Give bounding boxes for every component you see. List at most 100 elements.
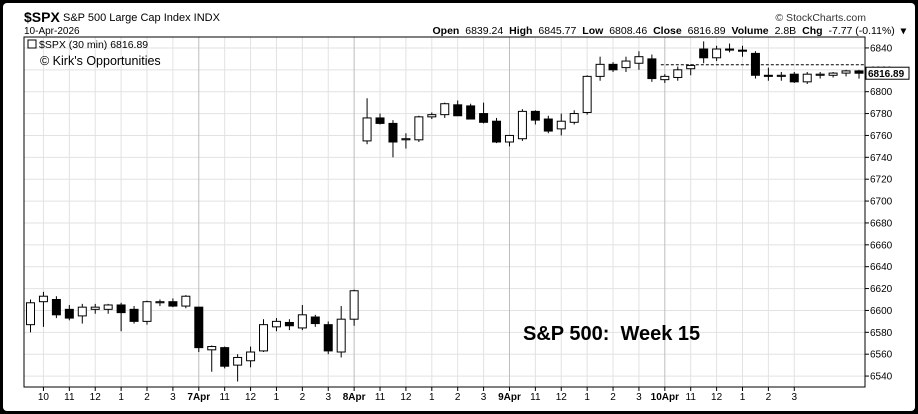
dropdown-triangle-icon[interactable]: ▾ [900,25,906,37]
stockcharts-copyright: © StockCharts.com [775,12,866,24]
candle [259,319,269,352]
y-tick-label: 6840 [870,43,893,54]
candle [634,51,644,70]
candle [543,115,553,134]
candle-body-up [349,290,359,320]
candle-body-up [38,295,48,303]
candle-body-up [504,134,514,143]
candle [556,113,566,136]
candle-body-down [284,321,294,327]
candle-body-up [414,116,424,141]
candle [440,102,450,118]
candle [207,345,217,372]
candle [90,303,100,314]
candle [323,321,333,355]
candle [388,120,398,158]
candle [427,112,437,120]
candle-body-down [194,306,204,349]
y-tick-label: 6580 [870,328,893,339]
y-tick-label: 6560 [870,350,893,361]
y-tick-label: 6780 [870,109,893,120]
candle [776,72,786,81]
candle-body-up [517,110,527,140]
candle [582,75,592,115]
candle [194,306,204,352]
low-value: 6808.46 [609,25,648,37]
y-tick-label: 6620 [870,284,893,295]
x-tick-label: 11 [219,392,230,403]
candle-body-up [259,324,269,352]
x-tick-label: 9Apr [498,392,521,403]
x-tick-label: 10 [38,392,50,403]
candle-body-up [103,304,113,310]
x-tick-label: 3 [636,392,642,403]
candle-body-up [246,351,256,362]
candle [401,133,411,149]
candle-body-down [725,48,735,51]
candle-body-up [181,295,191,307]
x-tick-label: 11 [530,392,541,403]
candle [233,354,243,382]
candle-body-down [375,117,385,124]
candle [414,115,424,142]
y-tick-label: 6600 [870,306,893,317]
candle-body-up [336,318,346,353]
open-value: 6839.24 [465,25,504,37]
candle [569,110,579,125]
candle-body-up [815,73,825,76]
y-tick-label: 6540 [870,372,893,383]
x-tick-label: 3 [325,392,331,403]
candle-body-up [776,74,786,77]
candle-body-up [556,120,566,130]
grid-lines [24,37,865,387]
x-tick-label: 11 [686,392,697,403]
candle [220,346,230,369]
x-tick-label: 1 [274,392,280,403]
candle [129,306,139,324]
x-tick-label: 8Apr [343,392,366,403]
candle-body-down [388,122,398,143]
candle [64,304,74,321]
candle-body-down [64,308,74,319]
candle [349,289,359,326]
legend: $SPX (30 min) 6816.89 [27,39,148,51]
candle [595,56,605,81]
candle [802,72,812,85]
candle [375,113,385,125]
candle [284,319,294,331]
close-label: Close [653,25,682,37]
y-axis: 6540 6560 6580 6600 6620 6640 6660 6680 6700 6720… [865,43,910,383]
chart-date: 10-Apr-2026 [24,26,80,37]
candle-body-down [492,120,502,143]
high-value: 6845.77 [538,25,577,37]
candle-body-up [569,113,579,123]
candle-body-up [712,48,722,59]
x-tick-label: 10Apr [651,392,679,403]
candle [608,62,618,72]
candle-body-up [802,73,812,83]
candle [362,98,372,145]
candle [673,66,683,81]
x-tick-label: 1 [429,392,435,403]
candle-body-down [530,110,540,121]
candle [38,291,48,327]
candle-body-down [116,304,126,314]
candle [297,304,307,331]
x-axis: 10 11 12 1 2 3 7Apr 11 12 1 2 3 8Apr 11 12 1 2 3 9Apr 11 12 1… [38,387,797,403]
x-tick-label: 11 [375,392,386,403]
candle [168,298,178,308]
candle [841,69,851,77]
x-tick-label: 12 [245,392,257,403]
candle [77,303,87,324]
candle [530,110,540,125]
candle [621,56,631,72]
candles [26,41,864,382]
legend-text: $SPX (30 min) 6816.89 [39,39,148,51]
candle-body-down [168,301,178,307]
volume-label: Volume [731,25,769,37]
candle-body-down [323,324,333,352]
candle [854,69,864,79]
candle-body-down [699,48,709,59]
price-tag-label: 6816.89 [868,69,905,80]
candle [686,64,696,76]
